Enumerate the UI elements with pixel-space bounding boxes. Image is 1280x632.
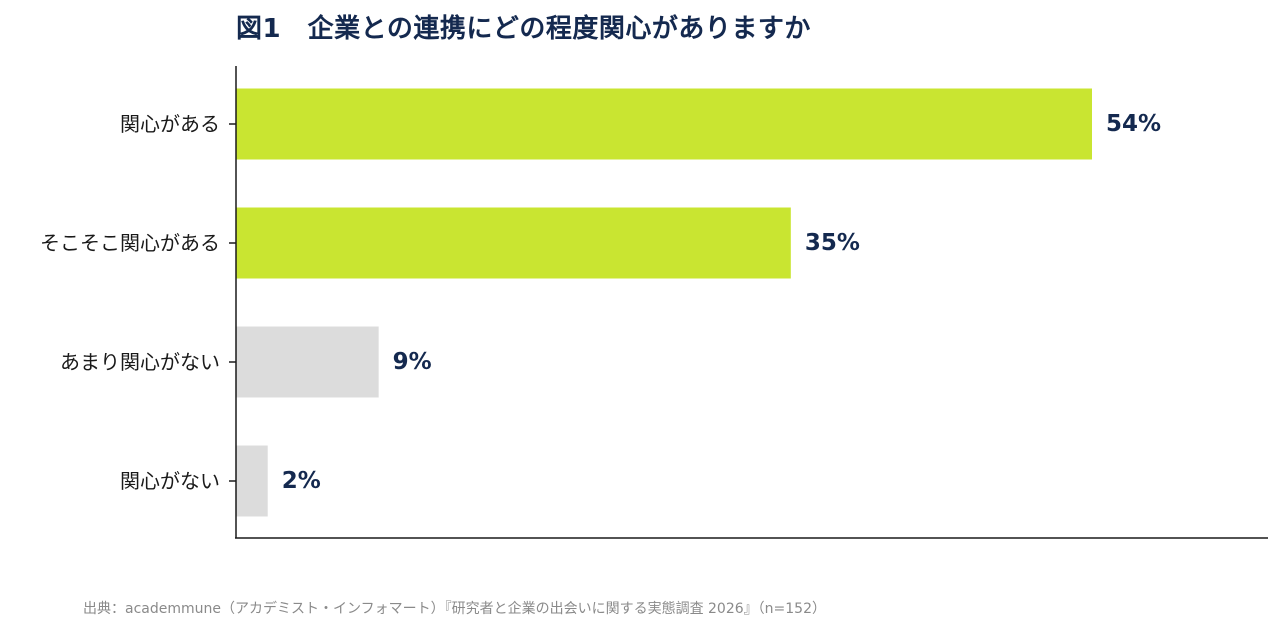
category-label-1: 関心がある [120,112,220,136]
bar-2 [236,207,791,279]
bar-4 [236,445,268,517]
labels-layer: 関心がある 54% そこそこ関心がある 35% あまり関心がない 9% 関心がない 2% [40,111,1161,494]
category-label-4: 関心がない [120,469,220,493]
chart-title: 図1 企業との連携にどの程度関心がありますか [236,14,811,44]
value-label-1: 54% [1106,111,1161,137]
category-label-3: あまり関心がない [60,350,220,374]
bar-3 [236,326,379,398]
source-note: 出典：academmune（アカデミスト・インフォマート）『研究者と企業の出会い… [83,601,826,617]
bars-layer [236,88,1092,517]
value-label-2: 35% [805,230,860,256]
ticks-layer [229,123,236,482]
value-label-4: 2% [282,468,321,494]
category-label-2: そこそこ関心がある [40,231,220,255]
value-label-3: 9% [393,349,432,375]
bar-1 [236,88,1092,160]
